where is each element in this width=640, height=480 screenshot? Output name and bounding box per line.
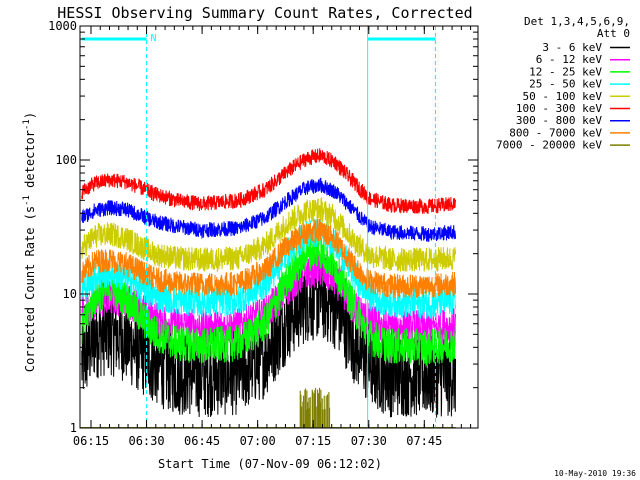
- legend-label: 3 - 6 keV: [542, 41, 602, 54]
- x-tick-label: 06:15: [73, 434, 109, 448]
- legend-label: 7000 - 20000 keV: [496, 139, 602, 152]
- event-marker-label: N: [151, 33, 157, 44]
- axes-box: [79, 25, 479, 429]
- series-line-100-300-kev: [81, 148, 457, 214]
- legend-label: 300 - 800 keV: [516, 114, 602, 127]
- y-axis-title-part3: ): [23, 112, 37, 119]
- series-line-12-25-kev: [81, 236, 457, 366]
- series-line-7000-20000-kev: [299, 387, 331, 428]
- y-tick-label: 10: [63, 287, 77, 301]
- legend-label: 800 - 7000 keV: [509, 126, 602, 139]
- footer-timestamp: 10-May-2010 19:36: [554, 469, 636, 478]
- y-axis-title-sup1: -1: [22, 195, 32, 206]
- legend-label: 12 - 25 keV: [529, 65, 602, 78]
- x-tick-label: 07:30: [351, 434, 387, 448]
- y-axis-title-part1: Corrected Count Rate (s: [23, 206, 37, 372]
- y-tick-label: 1: [70, 421, 77, 435]
- y-axis-title-part2: detector: [23, 130, 37, 195]
- legend-header-line1: Det 1,3,4,5,6,9,: [524, 15, 630, 28]
- x-tick-label: 06:30: [128, 434, 164, 448]
- legend-header-line2: Att 0: [597, 27, 630, 40]
- chart-title: HESSI Observing Summary Count Rates, Cor…: [57, 4, 472, 22]
- y-tick-label: 100: [55, 153, 77, 167]
- x-axis-title: Start Time (07-Nov-09 06:12:02): [158, 457, 382, 471]
- y-axis-title: Corrected Count Rate (s-1 detector-1): [22, 112, 37, 372]
- x-tick-label: 07:00: [240, 434, 276, 448]
- x-tick-label: 07:15: [295, 434, 331, 448]
- series-line-300-800-kev: [81, 177, 457, 242]
- series-line-50-100-kev: [81, 197, 457, 273]
- x-tick-label: 07:45: [406, 434, 442, 448]
- legend-label: 50 - 100 keV: [523, 90, 603, 103]
- x-tick-label: 06:45: [184, 434, 220, 448]
- plot-area: N 1 10 100 1000 06:15 06:30 06:45 07:00 07:15 07:3…: [48, 19, 479, 448]
- y-axis-title-sup2: -1: [22, 119, 32, 130]
- legend-label: 100 - 300 keV: [516, 102, 602, 115]
- legend-label: 6 - 12 keV: [536, 53, 603, 66]
- y-tick-label: 1000: [48, 19, 77, 33]
- series-line-800-7000-kev: [81, 218, 457, 298]
- legend-label: 25 - 50 keV: [529, 78, 602, 91]
